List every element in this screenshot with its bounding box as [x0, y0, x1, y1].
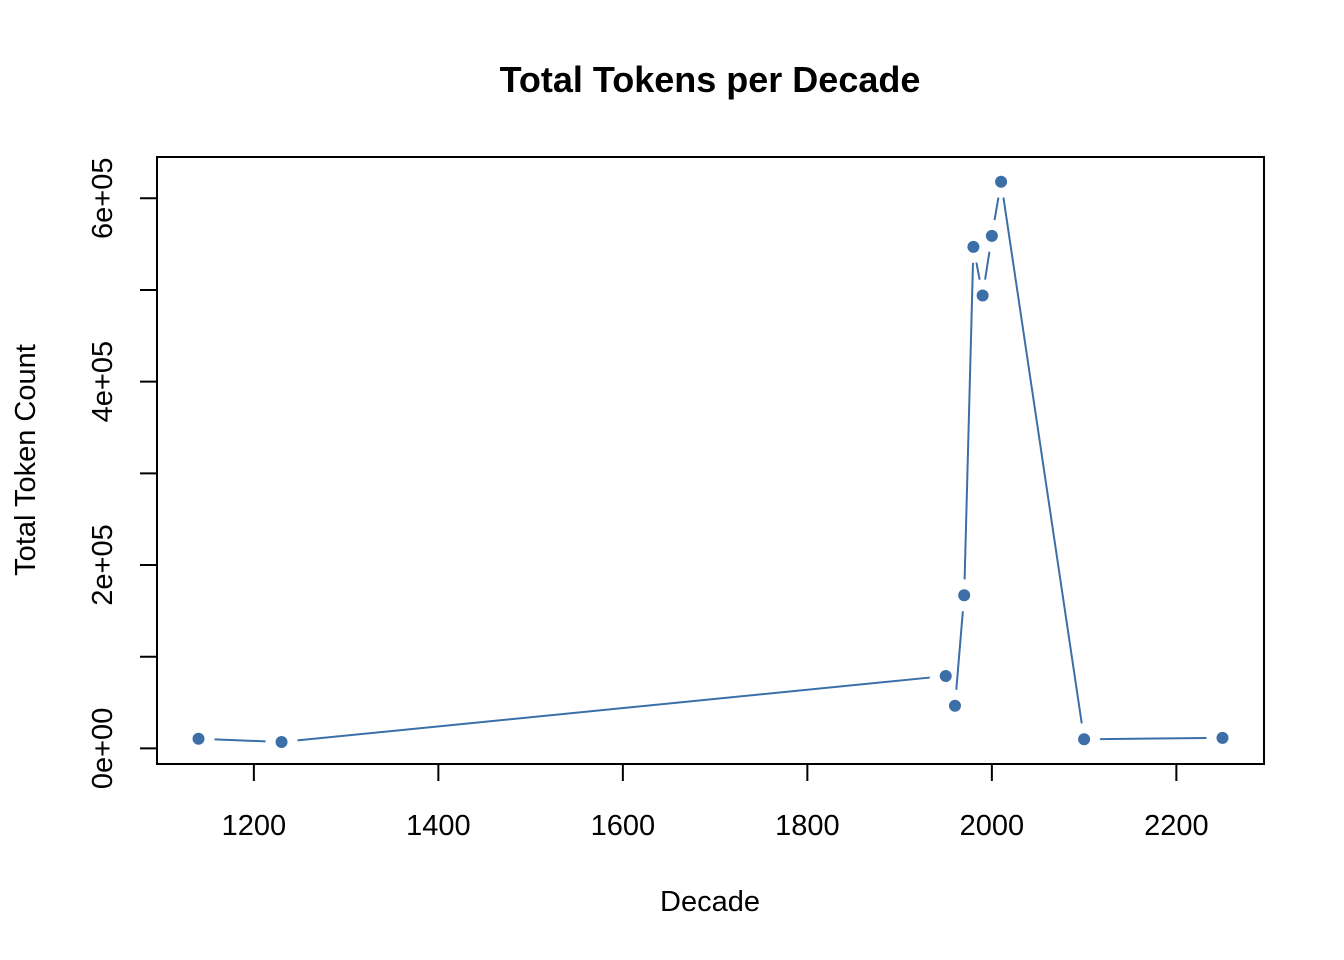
- y-axis: 0e+00 2e+05 4e+05 6e+05: [87, 158, 158, 789]
- x-axis: 1200 1400 1600 1800 2000 2200: [222, 763, 1209, 842]
- series-segment: [984, 251, 991, 280]
- series-segment: [993, 197, 1000, 221]
- data-point: [1078, 733, 1091, 746]
- data-point: [958, 589, 971, 602]
- series-segment: [1100, 737, 1207, 741]
- data-point: [939, 669, 952, 682]
- x-tick-label: 1400: [406, 810, 471, 842]
- series-segment: [1002, 197, 1083, 724]
- y-tick-label: 2e+05: [87, 524, 119, 605]
- data-point: [192, 732, 205, 745]
- y-tick-label: 4e+05: [87, 341, 119, 422]
- series-lines: [214, 197, 1207, 743]
- x-axis-label: Decade: [660, 886, 760, 918]
- data-point: [948, 699, 961, 712]
- data-point: [1216, 731, 1229, 744]
- chart-title: Total Tokens per Decade: [500, 59, 921, 100]
- x-tick-label: 1200: [222, 810, 287, 842]
- x-tick-label: 1800: [775, 810, 840, 842]
- series-segment: [975, 262, 981, 280]
- series-segment: [955, 611, 964, 690]
- data-point: [995, 175, 1008, 188]
- y-tick-label: 6e+05: [87, 158, 119, 239]
- y-tick-label: 0e+00: [87, 708, 119, 789]
- x-tick-label: 2000: [960, 810, 1025, 842]
- series-segment: [297, 676, 930, 742]
- x-tick-label: 2200: [1144, 810, 1209, 842]
- series-segment: [214, 738, 266, 743]
- y-axis-label: Total Token Count: [10, 344, 42, 576]
- data-point: [967, 240, 980, 253]
- plot-frame: [156, 156, 1265, 765]
- data-point: [976, 289, 989, 302]
- data-point: [275, 735, 288, 748]
- x-tick-label: 1600: [591, 810, 656, 842]
- series-segment: [963, 262, 974, 580]
- series-points: [192, 175, 1229, 748]
- data-point: [985, 229, 998, 242]
